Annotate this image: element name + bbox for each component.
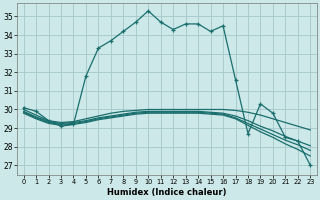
X-axis label: Humidex (Indice chaleur): Humidex (Indice chaleur) (107, 188, 227, 197)
